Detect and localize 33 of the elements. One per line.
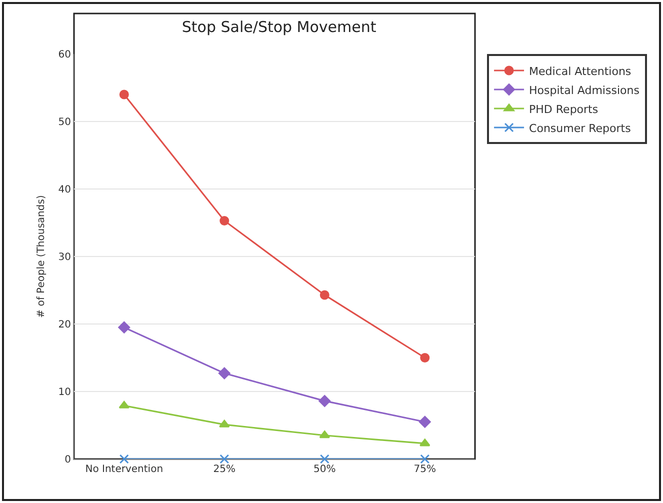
point bbox=[219, 420, 230, 428]
point bbox=[319, 430, 330, 438]
point bbox=[318, 395, 331, 407]
point bbox=[218, 367, 230, 380]
chart-title: Stop Sale/Stop Movement bbox=[182, 18, 376, 36]
y-tick-label: 50 bbox=[58, 117, 71, 128]
legend-label: Medical Attentions bbox=[529, 64, 632, 78]
point bbox=[119, 90, 129, 100]
y-tick-label: 60 bbox=[58, 50, 71, 60]
point bbox=[420, 438, 430, 446]
point bbox=[320, 454, 330, 464]
point bbox=[420, 353, 430, 362]
point bbox=[119, 454, 129, 464]
legend-label: Hospital Admissions bbox=[529, 84, 640, 97]
point bbox=[418, 416, 431, 428]
x-tick-label: 50% bbox=[314, 464, 336, 475]
x-tick-label: 25% bbox=[213, 464, 236, 475]
y-tick-label: 30 bbox=[58, 252, 71, 263]
point bbox=[220, 216, 230, 226]
point bbox=[320, 290, 330, 300]
y-tick-label: 10 bbox=[58, 387, 71, 398]
point bbox=[220, 454, 230, 464]
point bbox=[118, 400, 130, 408]
x-tick-label: No Intervention bbox=[85, 464, 164, 475]
y-tick-label: 40 bbox=[58, 184, 71, 196]
y-axis-title: # of People (Thousands) bbox=[36, 195, 47, 318]
point bbox=[420, 454, 430, 464]
y-tick-label: 0 bbox=[64, 454, 71, 466]
legend-label: Consumer Reports bbox=[529, 122, 632, 135]
x-tick-label: 75% bbox=[414, 464, 436, 475]
y-tick-label: 20 bbox=[58, 320, 71, 330]
legend-label: PHD Reports bbox=[529, 102, 598, 116]
point bbox=[118, 321, 130, 334]
